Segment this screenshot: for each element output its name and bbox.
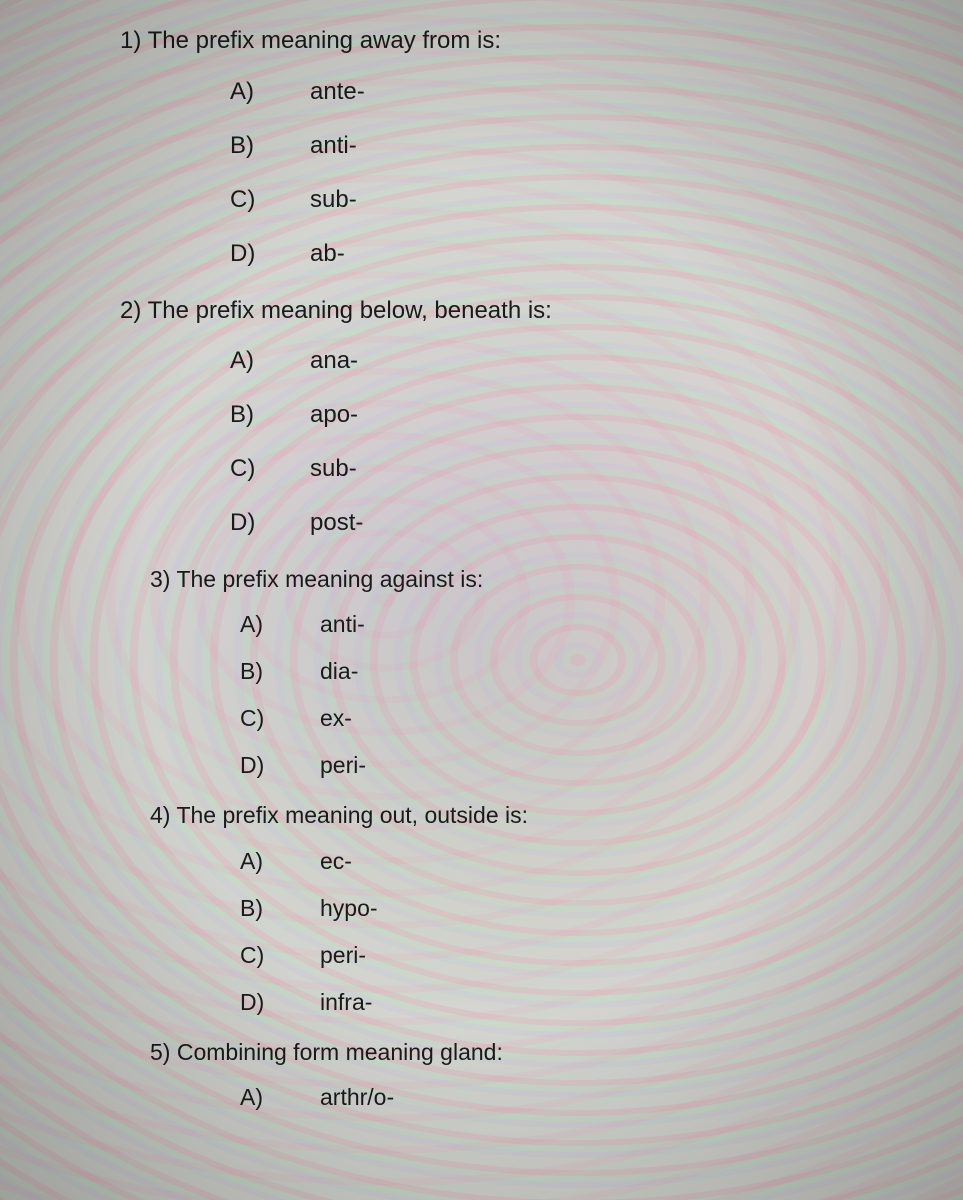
- question-prompt: Combining form meaning gland:: [177, 1039, 503, 1065]
- options-list: A) ec- B) hypo- C) peri- D) infra-: [240, 848, 963, 1016]
- option-letter: B): [240, 658, 320, 685]
- option-c[interactable]: C) sub-: [230, 455, 963, 483]
- options-list: A) ana- B) apo- C) sub- D) post-: [230, 347, 963, 537]
- option-text: peri-: [320, 942, 366, 969]
- question-prompt: The prefix meaning out, outside is:: [176, 802, 528, 828]
- option-letter: B): [230, 132, 310, 160]
- option-a[interactable]: A) arthr/o-: [240, 1084, 963, 1111]
- option-text: ante-: [310, 78, 365, 106]
- question-1: 1) The prefix meaning away from is: A) a…: [120, 24, 963, 268]
- option-d[interactable]: D) post-: [230, 509, 963, 537]
- option-letter: C): [240, 705, 320, 732]
- option-text: hypo-: [320, 895, 378, 922]
- option-b[interactable]: B) apo-: [230, 401, 963, 429]
- question-prompt: The prefix meaning away from is:: [148, 27, 501, 54]
- option-a[interactable]: A) ec-: [240, 848, 963, 875]
- question-number: 5): [150, 1039, 170, 1065]
- option-text: ana-: [310, 347, 358, 375]
- options-list: A) arthr/o-: [240, 1084, 963, 1111]
- option-text: ab-: [310, 240, 345, 268]
- option-d[interactable]: D) infra-: [240, 989, 963, 1016]
- option-letter: A): [230, 347, 310, 375]
- option-text: infra-: [320, 989, 372, 1016]
- option-letter: A): [240, 611, 320, 638]
- option-text: ex-: [320, 705, 352, 732]
- question-number: 3): [150, 566, 170, 592]
- question-number: 2): [120, 297, 141, 324]
- option-b[interactable]: B) anti-: [230, 132, 963, 160]
- option-letter: C): [230, 186, 310, 214]
- question-3: 3) The prefix meaning against is: A) ant…: [150, 563, 963, 779]
- question-number: 4): [150, 802, 170, 828]
- option-text: anti-: [320, 611, 365, 638]
- option-letter: C): [230, 455, 310, 483]
- question-number: 1): [120, 27, 141, 54]
- question-text: 5) Combining form meaning gland:: [150, 1036, 963, 1068]
- option-c[interactable]: C) sub-: [230, 186, 963, 214]
- quiz-content: 1) The prefix meaning away from is: A) a…: [0, 0, 963, 1111]
- option-letter: D): [230, 509, 310, 537]
- option-text: sub-: [310, 186, 357, 214]
- option-b[interactable]: B) hypo-: [240, 895, 963, 922]
- option-b[interactable]: B) dia-: [240, 658, 963, 685]
- options-list: A) anti- B) dia- C) ex- D) peri-: [240, 611, 963, 779]
- question-prompt: The prefix meaning below, beneath is:: [148, 297, 552, 324]
- option-text: dia-: [320, 658, 358, 685]
- option-c[interactable]: C) ex-: [240, 705, 963, 732]
- question-5: 5) Combining form meaning gland: A) arth…: [150, 1036, 963, 1111]
- option-letter: A): [240, 848, 320, 875]
- question-2: 2) The prefix meaning below, beneath is:…: [120, 294, 963, 538]
- option-a[interactable]: A) anti-: [240, 611, 963, 638]
- option-d[interactable]: D) ab-: [230, 240, 963, 268]
- option-letter: D): [240, 989, 320, 1016]
- option-a[interactable]: A) ana-: [230, 347, 963, 375]
- option-c[interactable]: C) peri-: [240, 942, 963, 969]
- option-letter: B): [230, 401, 310, 429]
- option-text: ec-: [320, 848, 352, 875]
- option-letter: A): [230, 78, 310, 106]
- option-letter: D): [230, 240, 310, 268]
- question-prompt: The prefix meaning against is:: [176, 566, 483, 592]
- option-d[interactable]: D) peri-: [240, 752, 963, 779]
- option-a[interactable]: A) ante-: [230, 78, 963, 106]
- question-text: 1) The prefix meaning away from is:: [120, 24, 963, 58]
- question-text: 2) The prefix meaning below, beneath is:: [120, 294, 963, 328]
- option-text: apo-: [310, 401, 358, 429]
- option-letter: A): [240, 1084, 320, 1111]
- question-4: 4) The prefix meaning out, outside is: A…: [150, 799, 963, 1015]
- option-text: sub-: [310, 455, 357, 483]
- options-list: A) ante- B) anti- C) sub- D) ab-: [230, 78, 963, 268]
- option-text: post-: [310, 509, 363, 537]
- option-text: anti-: [310, 132, 357, 160]
- question-text: 4) The prefix meaning out, outside is:: [150, 799, 963, 831]
- option-letter: B): [240, 895, 320, 922]
- question-text: 3) The prefix meaning against is:: [150, 563, 963, 595]
- option-text: arthr/o-: [320, 1084, 394, 1111]
- option-letter: D): [240, 752, 320, 779]
- option-letter: C): [240, 942, 320, 969]
- option-text: peri-: [320, 752, 366, 779]
